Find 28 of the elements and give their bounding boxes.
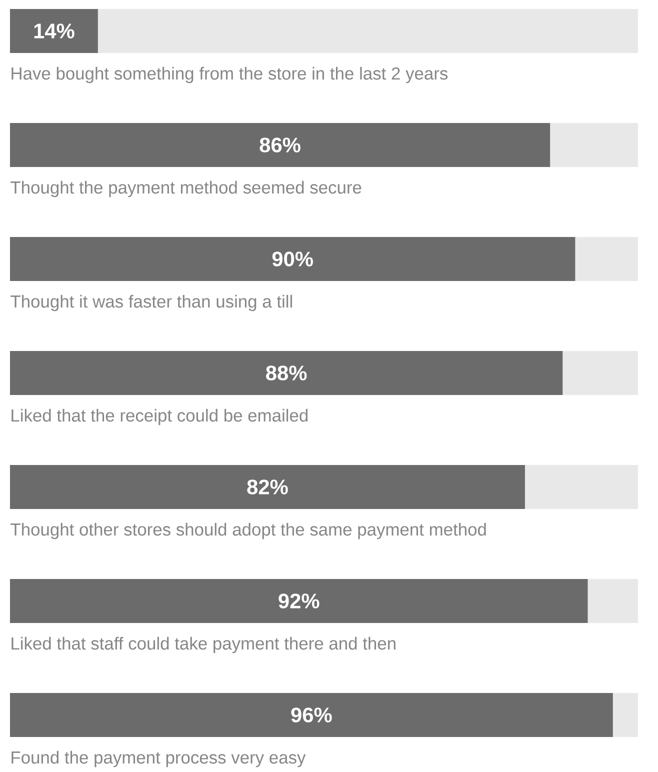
y-tick-label: Liked that the receipt could be emailed <box>12 408 308 426</box>
y-tick-label: Thought it was faster than using a till <box>10 294 292 312</box>
data-label: 92% <box>278 594 320 608</box>
bar <box>98 9 638 54</box>
data-label: 88% <box>266 366 307 380</box>
bar <box>10 123 550 168</box>
bar <box>10 351 563 396</box>
bar <box>612 693 638 738</box>
y-tick-label: Thought other stores should adopt the same payment method <box>10 522 486 540</box>
bar <box>550 123 638 168</box>
data-label: 82% <box>247 480 288 494</box>
bar <box>524 465 638 510</box>
bar <box>10 465 525 510</box>
bar <box>10 579 588 624</box>
bar <box>10 9 98 54</box>
y-tick-label: Found the payment process very easy <box>12 750 306 768</box>
data-label: 86% <box>260 138 300 152</box>
bar <box>575 237 638 282</box>
bar <box>10 237 576 282</box>
bar <box>562 351 638 396</box>
data-label: 96% <box>291 708 332 722</box>
bar <box>10 693 613 738</box>
y-tick-label: Thought the payment method seemed secure <box>10 180 362 198</box>
bar <box>588 579 638 624</box>
y-tick-label: Have bought something from the store in the last 2 years <box>12 66 448 84</box>
data-label: 90% <box>272 252 313 266</box>
y-tick-label: Liked that staff could take payment there and then <box>12 636 396 654</box>
data-label: 14% <box>34 24 74 38</box>
